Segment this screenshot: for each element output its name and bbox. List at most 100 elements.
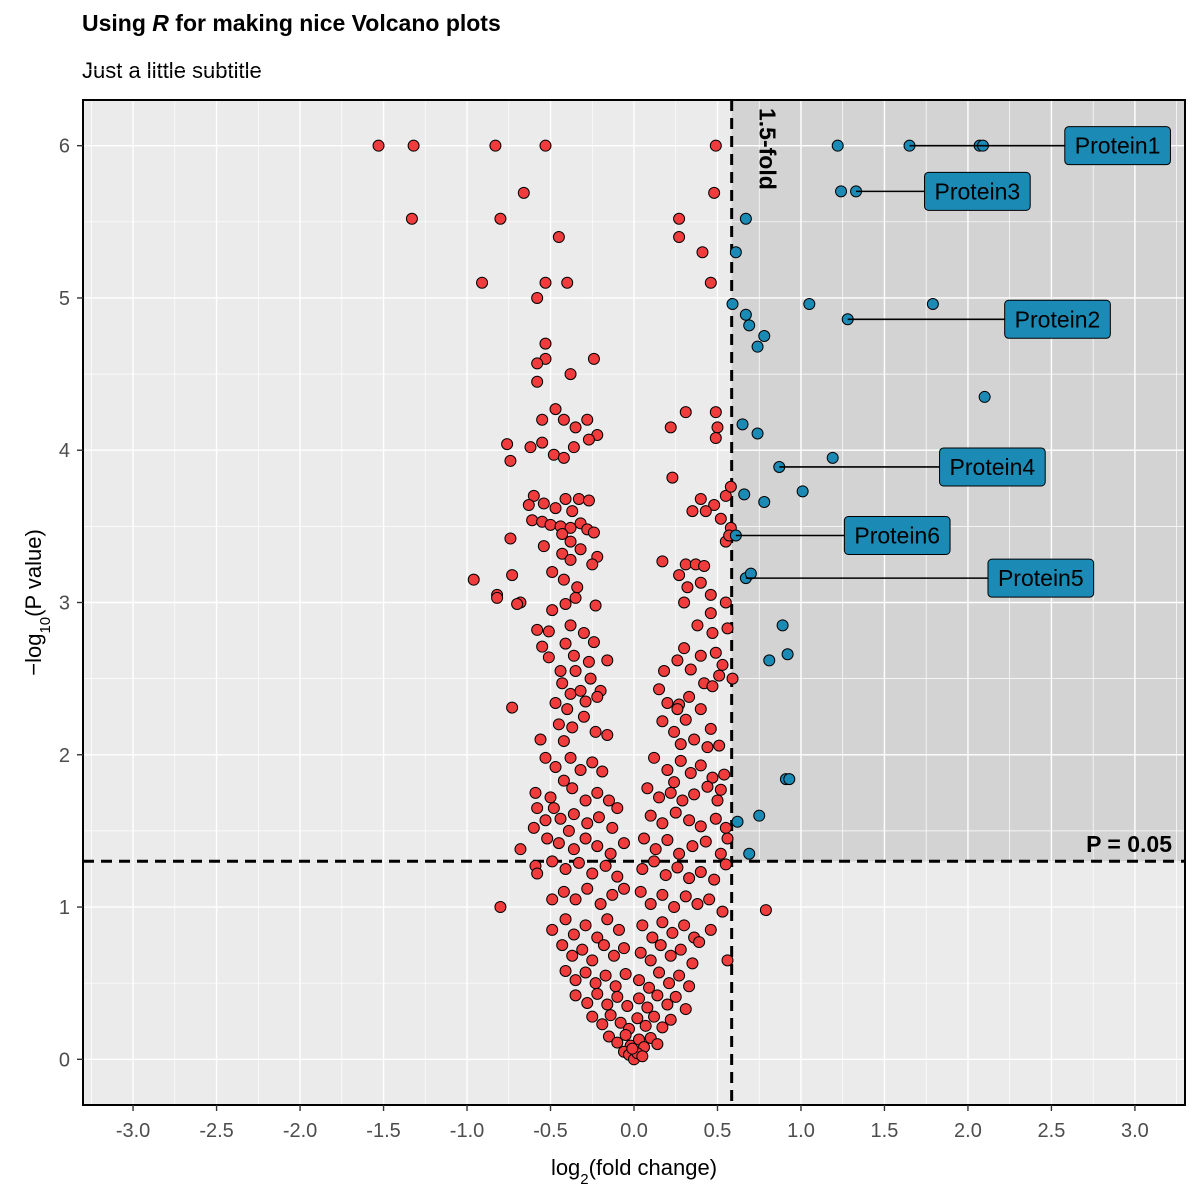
- data-point-not-significant: [564, 521, 577, 534]
- data-point-not-significant: [586, 558, 599, 571]
- data-point-not-significant: [664, 1013, 677, 1026]
- data-point-not-significant: [719, 596, 732, 609]
- data-point-not-significant: [656, 1021, 669, 1034]
- protein-label-text: Protein6: [854, 523, 940, 549]
- data-point-not-significant: [531, 357, 544, 370]
- data-point-not-significant: [651, 989, 664, 1002]
- data-point-not-significant: [704, 722, 717, 735]
- data-point-not-significant: [713, 739, 726, 752]
- data-point-not-significant: [557, 451, 570, 464]
- data-point-not-significant: [566, 721, 579, 734]
- data-point-not-significant: [656, 715, 669, 728]
- data-point-not-significant: [549, 760, 562, 773]
- data-point-not-significant: [556, 677, 569, 690]
- data-point-not-significant: [556, 547, 569, 560]
- data-point-not-significant: [684, 767, 697, 780]
- chart-title-italic: R: [152, 10, 169, 36]
- data-point-not-significant: [612, 923, 625, 936]
- fold-change-threshold-label: 1.5-fold: [755, 108, 781, 190]
- data-point-not-significant: [596, 765, 609, 778]
- data-point-significant: [743, 319, 756, 332]
- data-point-not-significant: [686, 505, 699, 518]
- data-point-not-significant: [581, 996, 594, 1009]
- data-point-not-significant: [669, 990, 682, 1003]
- protein-label-box: [987, 558, 1095, 598]
- chart-title-prefix: Using: [82, 10, 153, 36]
- data-point-not-significant: [569, 974, 582, 987]
- data-point-not-significant: [617, 882, 630, 895]
- data-point-not-significant: [604, 847, 617, 860]
- data-point-not-significant: [544, 791, 557, 804]
- data-point-not-significant: [678, 642, 691, 655]
- data-point-not-significant: [719, 858, 732, 871]
- data-point-not-significant: [656, 916, 669, 929]
- data-point-not-significant: [569, 665, 582, 678]
- data-point-not-significant: [549, 697, 562, 709]
- data-point-not-significant: [531, 867, 544, 880]
- y-axis-title-pre: −log: [21, 634, 46, 676]
- data-point-not-significant: [691, 619, 704, 632]
- data-point-not-significant: [564, 368, 577, 381]
- data-point-not-significant: [611, 802, 624, 815]
- data-point-not-significant: [541, 832, 554, 845]
- data-point-not-significant: [684, 663, 697, 676]
- x-tick-label: 0.0: [620, 1120, 648, 1142]
- data-point-not-significant: [694, 703, 707, 716]
- data-point-not-significant: [407, 139, 420, 152]
- data-point-not-significant: [701, 780, 714, 793]
- data-point-not-significant: [673, 231, 686, 244]
- data-point-not-significant: [633, 992, 646, 1005]
- data-point-not-significant: [586, 1010, 599, 1023]
- data-point-not-significant: [601, 913, 614, 926]
- data-point-not-significant: [704, 588, 717, 601]
- data-point-not-significant: [582, 433, 595, 446]
- protein-label-box: [924, 171, 1031, 211]
- data-point-not-significant: [504, 454, 517, 467]
- data-point-not-significant: [719, 821, 732, 834]
- data-point-not-significant: [721, 954, 734, 967]
- data-point-not-significant: [591, 987, 604, 1000]
- chart-title-suffix: for making nice Volcano plots: [168, 10, 501, 36]
- x-tick-label: -0.5: [533, 1120, 567, 1142]
- data-point-not-significant: [631, 1012, 644, 1025]
- data-point-not-significant: [673, 847, 686, 860]
- data-point-not-significant: [559, 965, 572, 977]
- data-point-not-significant: [537, 497, 550, 510]
- data-point-not-significant: [703, 893, 716, 906]
- data-point-not-significant: [604, 1009, 617, 1022]
- data-point-not-significant: [644, 898, 657, 910]
- data-point-not-significant: [699, 505, 712, 518]
- data-point-not-significant: [574, 543, 587, 556]
- data-point-not-significant: [599, 859, 612, 872]
- data-point-not-significant: [564, 535, 577, 548]
- data-point-not-significant: [517, 186, 530, 199]
- data-point-not-significant: [476, 276, 489, 289]
- data-point-not-significant: [572, 856, 585, 869]
- data-point-not-significant: [617, 942, 630, 955]
- data-point-not-significant: [699, 835, 712, 848]
- x-tick-label: -3.0: [116, 1120, 150, 1142]
- y-tick-label: 6: [59, 136, 70, 158]
- data-point-not-significant: [561, 703, 574, 716]
- data-point-not-significant: [557, 573, 570, 586]
- data-point-not-significant: [529, 786, 542, 799]
- data-point-not-significant: [494, 901, 507, 914]
- data-point-not-significant: [673, 212, 686, 225]
- data-point-not-significant: [526, 514, 539, 527]
- major-gridlines: [83, 100, 1185, 1105]
- data-point-not-significant: [531, 623, 544, 636]
- data-point-not-significant: [511, 598, 524, 611]
- data-point-not-significant: [708, 873, 721, 886]
- data-point-not-significant: [708, 186, 721, 199]
- data-point-significant: [758, 330, 771, 343]
- data-point-not-significant: [711, 794, 724, 807]
- data-point-not-significant: [607, 949, 620, 962]
- data-point-not-significant: [651, 1038, 664, 1051]
- data-point-not-significant: [581, 882, 594, 895]
- data-point-not-significant: [634, 946, 647, 959]
- data-point-not-significant: [638, 832, 651, 845]
- data-point-not-significant: [716, 905, 729, 918]
- data-point-not-significant: [606, 888, 619, 901]
- data-point-not-significant: [679, 406, 692, 419]
- y-axis-title-sub: 10: [37, 617, 54, 634]
